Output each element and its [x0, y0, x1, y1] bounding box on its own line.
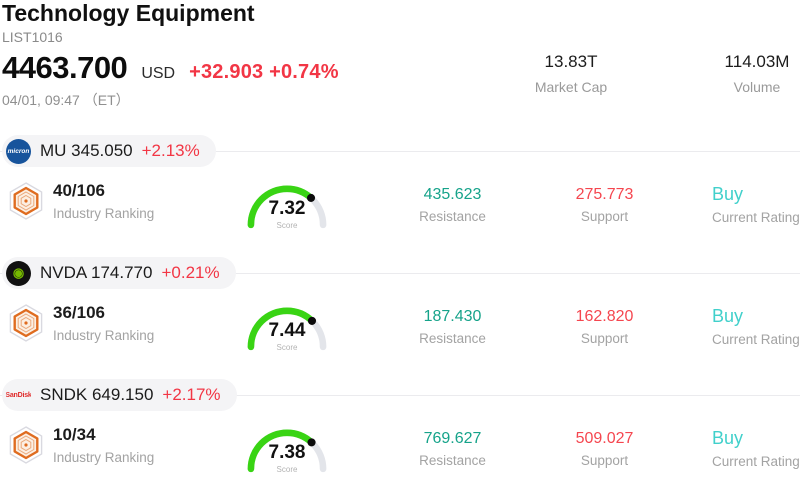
support-value: 162.820: [575, 308, 634, 325]
resistance-label: Resistance: [419, 209, 486, 224]
market-cap-stat: 13.83T Market Cap: [516, 52, 626, 95]
row-divider: [0, 395, 800, 396]
ranking-badge-icon: [9, 304, 43, 342]
resistance-value: 187.430: [423, 308, 482, 325]
stock-ticker-price: MU 345.050: [40, 141, 133, 160]
current-rating-value[interactable]: Buy: [712, 306, 744, 326]
row-divider: [0, 273, 800, 274]
stock-ticker-price: SNDK 649.150: [40, 385, 154, 404]
stock-pill[interactable]: ◉ NVDA 174.770 +0.21%: [2, 257, 236, 289]
index-price-row: 4463.700 USD +32.903 +0.74%: [2, 50, 339, 86]
support-label: Support: [580, 209, 629, 224]
volume-label: Volume: [733, 79, 781, 95]
resistance-label: Resistance: [419, 331, 486, 346]
row-divider: [0, 151, 800, 152]
resistance-value: 435.623: [423, 186, 482, 203]
score-label: Score: [276, 343, 298, 352]
score-gauge-arc: [247, 307, 327, 351]
industry-ranking-label: Industry Ranking: [53, 206, 155, 221]
current-rating-block: Buy Current Rating: [712, 184, 800, 225]
resistance-block: 769.627 Resistance: [385, 430, 520, 468]
stock-pill[interactable]: SanDisk SNDK 649.150 +2.17%: [2, 379, 237, 411]
current-rating-value[interactable]: Buy: [712, 428, 744, 448]
support-value: 275.773: [575, 186, 634, 203]
support-label: Support: [580, 331, 629, 346]
industry-ranking-value: 40/106: [53, 181, 105, 200]
stock-row: SanDisk SNDK 649.150 +2.17% 10/34 Indust…: [0, 379, 800, 488]
index-currency: USD: [141, 65, 176, 82]
score-label: Score: [276, 221, 298, 230]
support-block: 509.027 Support: [537, 430, 672, 468]
score-gauge: 7.44 Score: [243, 301, 331, 361]
stock-metrics: 36/106 Industry Ranking 7.44 Score 187.4…: [0, 301, 800, 371]
market-cap-label: Market Cap: [534, 79, 608, 95]
resistance-label: Resistance: [419, 453, 486, 468]
market-cap-value: 13.83T: [544, 52, 598, 71]
stock-change: +2.17%: [162, 385, 221, 404]
stock-metrics: 10/34 Industry Ranking 7.38 Score 769.62…: [0, 423, 800, 488]
stock-metrics: 40/106 Industry Ranking 7.32 Score 435.6…: [0, 179, 800, 249]
industry-ranking-value: 36/106: [53, 303, 105, 322]
score-gauge: 7.32 Score: [243, 179, 331, 239]
resistance-value: 769.627: [423, 430, 482, 447]
page-title: Technology Equipment: [2, 0, 255, 26]
score-gauge-arc: [247, 429, 327, 473]
stock-ticker-price: NVDA 174.770: [40, 263, 153, 282]
sandisk-logo-icon: SanDisk: [6, 391, 31, 399]
support-label: Support: [580, 453, 629, 468]
score-gauge-arc: [247, 185, 327, 229]
stock-list: micron MU 345.050 +2.13% 40/106 Industry…: [0, 135, 800, 488]
stock-change: +0.21%: [161, 263, 220, 282]
volume-value: 114.03M: [724, 52, 790, 71]
score-value: 7.32: [268, 198, 306, 219]
nvidia-logo-icon: ◉: [6, 260, 31, 286]
resistance-block: 435.623 Resistance: [385, 186, 520, 224]
stock-row: ◉ NVDA 174.770 +0.21% 36/106 Industry Ra…: [0, 257, 800, 379]
current-rating-block: Buy Current Rating: [712, 428, 800, 469]
current-rating-value[interactable]: Buy: [712, 184, 744, 204]
quote-timestamp: 04/01, 09:47 （ET）: [2, 92, 130, 108]
current-rating-label: Current Rating: [712, 210, 800, 225]
industry-ranking-value: 10/34: [53, 425, 96, 444]
industry-ranking-block: 40/106 Industry Ranking: [8, 181, 154, 221]
ranking-badge-icon: [9, 182, 43, 220]
industry-ranking-label: Industry Ranking: [53, 450, 155, 465]
industry-ranking-block: 36/106 Industry Ranking: [8, 303, 154, 343]
micron-logo-icon: micron: [6, 138, 31, 164]
resistance-block: 187.430 Resistance: [385, 308, 520, 346]
support-block: 275.773 Support: [537, 186, 672, 224]
support-value: 509.027: [575, 430, 634, 447]
volume-stat: 114.03M Volume: [712, 52, 800, 95]
industry-ranking-block: 10/34 Industry Ranking: [8, 425, 154, 465]
ranking-badge-icon: [9, 426, 43, 464]
score-value: 7.38: [268, 442, 306, 463]
stock-change: +2.13%: [141, 141, 200, 160]
list-id: LIST1016: [2, 29, 63, 45]
score-value: 7.44: [268, 320, 306, 341]
score-label: Score: [276, 465, 298, 474]
score-gauge: 7.38 Score: [243, 423, 331, 483]
index-price: 4463.700: [2, 50, 128, 85]
current-rating-label: Current Rating: [712, 454, 800, 469]
index-change: +32.903 +0.74%: [189, 61, 339, 83]
stock-row: micron MU 345.050 +2.13% 40/106 Industry…: [0, 135, 800, 257]
stock-pill[interactable]: micron MU 345.050 +2.13%: [2, 135, 216, 167]
current-rating-block: Buy Current Rating: [712, 306, 800, 347]
support-block: 162.820 Support: [537, 308, 672, 346]
industry-ranking-label: Industry Ranking: [53, 328, 155, 343]
current-rating-label: Current Rating: [712, 332, 800, 347]
